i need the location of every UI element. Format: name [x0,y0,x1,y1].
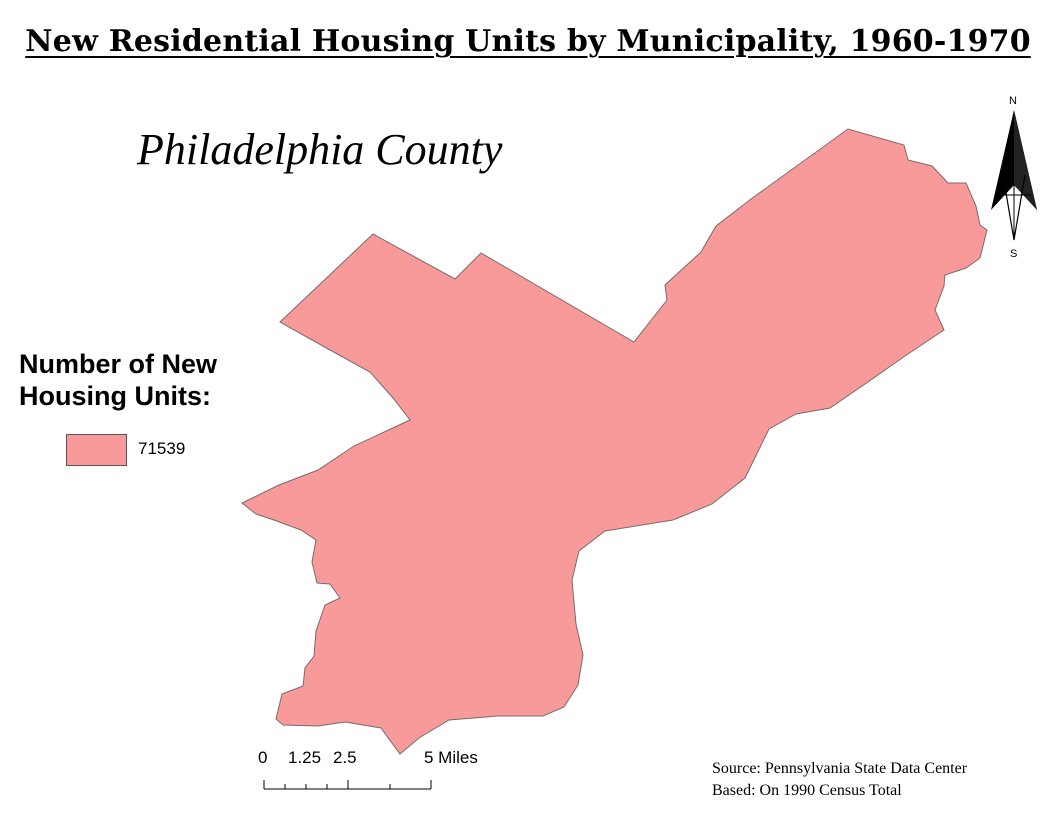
map-title: New Residential Housing Units by Municip… [0,24,1056,59]
north-arrow-icon [991,110,1037,241]
legend-swatch [66,434,127,466]
county-label: Philadelphia County [137,125,503,174]
south-label: S [1010,248,1018,260]
legend: Number of New Housing Units: 71539 [19,348,259,466]
scale-label-2-5: 2.5 [333,748,357,767]
north-label: N [1009,95,1017,107]
legend-title-line2: Housing Units: [19,381,211,411]
county-polygon[interactable] [241,128,988,755]
source-line-2: Based: On 1990 Census Total [712,782,902,799]
scale-label-1-25: 1.25 [288,748,322,767]
legend-title-line1: Number of New [19,349,218,379]
legend-title: Number of New Housing Units: [19,348,259,412]
scale-bar [263,780,432,790]
source-note: Source: Pennsylvania State Data Center B… [712,758,967,802]
scale-label-0: 0 [258,748,268,767]
map-title-text: New Residential Housing Units by Municip… [25,24,1031,59]
scale-label-5-miles: 5 Miles [424,748,478,767]
source-line-1: Source: Pennsylvania State Data Center [712,760,968,777]
legend-value: 71539 [138,439,186,458]
